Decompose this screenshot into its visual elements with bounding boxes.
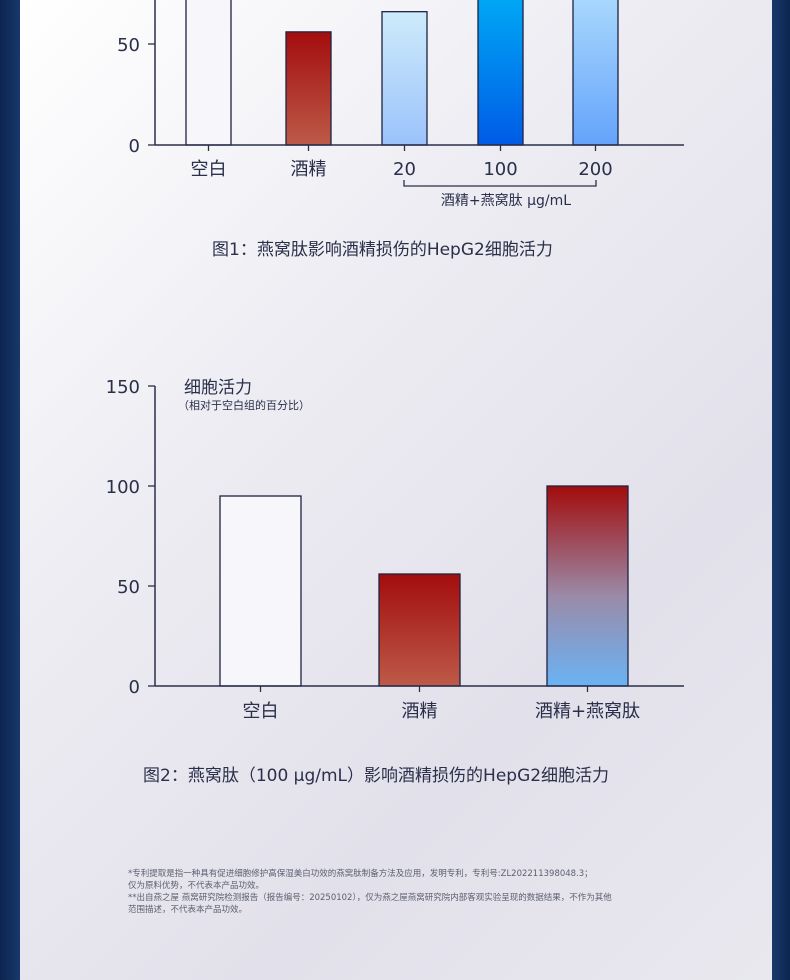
footnotes: *专利提取是指一种具有促进细胞修护高保湿美白功效的燕窝肽制备方法及应用，发明专利…: [128, 868, 688, 916]
content-panel: [20, 0, 772, 980]
footnote-line: **出自燕之屋 燕窝研究院检测报告（报告编号：20250102），仅为燕之屋燕窝…: [128, 893, 612, 903]
x-tick-label: 空白: [191, 159, 227, 180]
x-tick-label: 酒精: [402, 701, 438, 722]
bar-20: [381, 11, 428, 146]
bar-100: [477, 0, 524, 146]
chart-2: 空白 酒精 酒精+燕窝肽 0 50 100 150 细胞活力 （相对于空白组的百分比）: [106, 377, 684, 722]
y-tick-label: 100: [106, 477, 140, 498]
figure-2-caption: 图2：燕窝肽（100 μg/mL）影响酒精损伤的HepG2细胞活力: [143, 766, 610, 786]
bar-空白: [219, 495, 302, 687]
bar-酒精: [378, 573, 461, 687]
group-bracket: [403, 180, 597, 187]
x-tick-label: 200: [578, 159, 612, 180]
y-tick-label: 150: [106, 377, 140, 398]
y-axis-subtitle: （相对于空白组的百分比）: [178, 398, 310, 412]
bar-酒精+燕窝肽: [546, 485, 629, 687]
x-tick-label: 20: [393, 159, 416, 180]
figure-1-caption: 图1：燕窝肽影响酒精损伤的HepG2细胞活力: [212, 240, 553, 260]
x-tick-label: 100: [483, 159, 517, 180]
group-label: 酒精+燕窝肽 μg/mL: [441, 192, 571, 209]
x-tick-label: 酒精: [291, 159, 327, 180]
y-tick-label: 50: [117, 35, 140, 56]
footnote-line: 范围描述，不代表本产品功效。: [128, 905, 248, 915]
y-tick-label: 0: [129, 677, 140, 698]
x-tick-label: 酒精+燕窝肽: [535, 701, 640, 722]
footnote-line: 仅为原料优势，不代表本产品功效。: [128, 881, 265, 891]
x-tick-label: 空白: [243, 701, 279, 722]
chart-1: 空白 酒精 20 100 200 0 50 酒精+燕窝肽 μg/mL: [117, 0, 684, 209]
bar-空白: [185, 0, 232, 146]
y-tick-label: 0: [129, 136, 140, 157]
y-axis-title: 细胞活力: [184, 378, 252, 398]
footnote-line: *专利提取是指一种具有促进细胞修护高保湿美白功效的燕窝肽制备方法及应用，发明专利…: [128, 869, 593, 879]
y-tick-label: 50: [117, 577, 140, 598]
bar-200: [572, 0, 619, 146]
